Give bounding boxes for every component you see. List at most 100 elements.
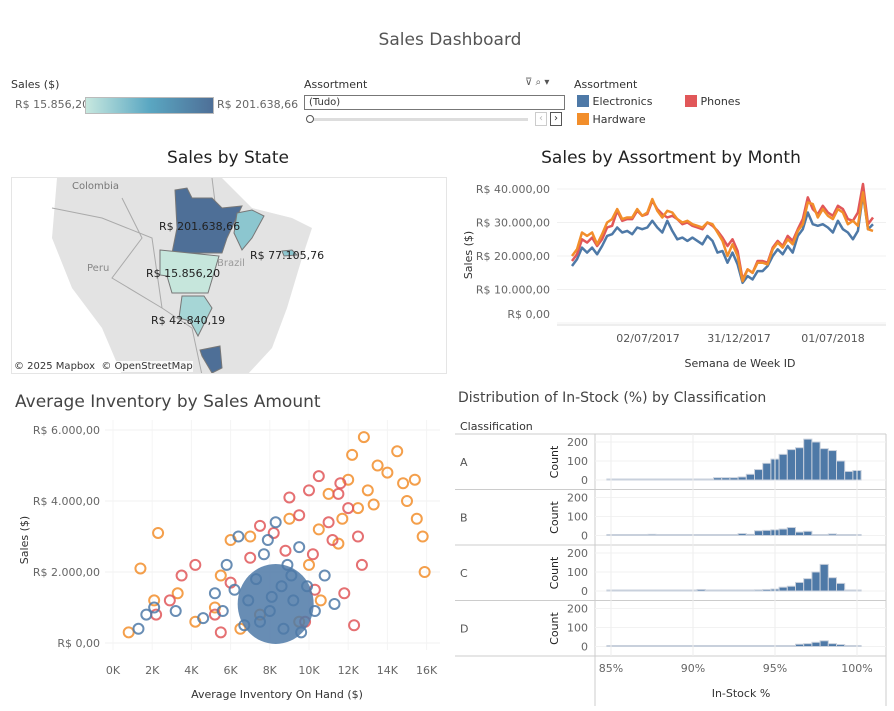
scatter-point-electronics bbox=[216, 605, 229, 618]
histogram-bar bbox=[819, 640, 829, 648]
scatter-point-electronics bbox=[328, 597, 341, 610]
histogram-bar bbox=[827, 577, 837, 592]
histogram-bar bbox=[713, 645, 723, 647]
filter-slider-handle[interactable] bbox=[306, 115, 314, 123]
next-button[interactable]: › bbox=[550, 112, 562, 126]
scatter-point-hardware bbox=[416, 530, 429, 543]
x-tick-label: 12K bbox=[338, 664, 360, 677]
legend-phones[interactable]: Phones bbox=[685, 95, 740, 108]
histogram-bar bbox=[704, 478, 715, 481]
y-tick-label: 200 bbox=[567, 492, 588, 505]
histogram-bar bbox=[803, 530, 813, 536]
histogram-bar bbox=[754, 469, 764, 481]
y-tick-label: 200 bbox=[567, 436, 588, 449]
x-axis-title: Semana de Week ID bbox=[684, 357, 795, 370]
scatter-point-hardware bbox=[410, 512, 423, 525]
filter-slider-track[interactable] bbox=[310, 118, 528, 121]
histogram-bar bbox=[737, 589, 747, 592]
histogram-bar bbox=[631, 534, 641, 536]
scatter-point-phones bbox=[244, 551, 257, 564]
scatter-point-phones bbox=[332, 487, 345, 500]
x-tick-label: 31/12/2017 bbox=[707, 332, 770, 345]
scatter-point-phones bbox=[306, 548, 319, 561]
map-label: R$ 15.856,20 bbox=[146, 267, 220, 280]
histogram-bar bbox=[639, 534, 649, 536]
y-tick-label: 200 bbox=[567, 547, 588, 560]
scatter-point-hardware bbox=[336, 512, 349, 525]
facet-label: D bbox=[460, 623, 468, 636]
histogram-bar bbox=[745, 589, 755, 592]
histogram-bar bbox=[729, 645, 739, 647]
histogram-bar bbox=[745, 473, 755, 481]
histogram-bar bbox=[614, 478, 624, 481]
histogram-bar bbox=[844, 534, 854, 536]
y-tick-label: R$ 0,00 bbox=[57, 637, 100, 650]
histogram-bar bbox=[737, 533, 747, 536]
filter-icons: ⊽ ⌕ ▾ bbox=[525, 77, 549, 88]
histogram-bar bbox=[622, 645, 633, 647]
histogram-bar bbox=[729, 589, 739, 592]
x-tick-label: 10K bbox=[298, 664, 320, 677]
histogram-bar bbox=[754, 589, 764, 592]
scatter-point-electronics bbox=[257, 548, 270, 561]
scatter-point-phones bbox=[279, 544, 292, 557]
scatter-point-phones bbox=[214, 626, 227, 639]
map-title: Sales by State bbox=[167, 148, 289, 168]
histogram-bar bbox=[663, 478, 674, 481]
x-tick-label: 02/07/2017 bbox=[616, 332, 679, 345]
funnel-icon[interactable]: ⊽ bbox=[525, 77, 533, 88]
scatter-point-phones bbox=[326, 534, 339, 547]
histogram-bar bbox=[647, 645, 657, 647]
scatter-point-phones bbox=[348, 619, 361, 632]
y-tick-label: R$ 30.000,00 bbox=[476, 217, 550, 230]
map-label: R$ 42.840,19 bbox=[151, 314, 225, 327]
histogram-bar bbox=[844, 470, 854, 481]
histogram-bar bbox=[655, 478, 665, 481]
scatter-point-hardware bbox=[314, 594, 327, 607]
search-icon[interactable]: ⌕ bbox=[535, 77, 542, 88]
classification-header: Classification bbox=[460, 420, 533, 433]
legend-hardware[interactable]: Hardware bbox=[577, 113, 646, 126]
line-chart[interactable]: R$ 0,00 R$ 10.000,00 R$ 20.000,00 R$ 30.000… bbox=[450, 170, 894, 380]
histogram-bar bbox=[811, 441, 821, 481]
scatter-point-hardware bbox=[381, 466, 394, 479]
histogram-bar bbox=[721, 645, 731, 647]
scatter-point-electronics bbox=[269, 516, 282, 529]
color-legend-min: R$ 15.856,20 bbox=[15, 98, 90, 111]
scatter-point-phones bbox=[334, 477, 347, 490]
histogram-bar bbox=[827, 643, 837, 647]
y-tick-label: R$ 20.000,00 bbox=[476, 250, 550, 263]
place-label-colombia: Colombia bbox=[72, 181, 119, 192]
scatter-point-phones bbox=[254, 519, 266, 532]
histogram-bar bbox=[827, 450, 837, 481]
dropdown-arrow-icon[interactable]: ▾ bbox=[544, 77, 550, 88]
series-line-hardware bbox=[570, 191, 874, 283]
prev-button[interactable]: ‹ bbox=[535, 112, 547, 126]
histogram-chart[interactable]: Classification A Count 0 100 200 B Count 0 100 200… bbox=[450, 410, 894, 710]
map-view[interactable]: Colombia Peru Brazil R$ 201.638,66 R$ 77… bbox=[11, 177, 447, 374]
scatter-point-phones bbox=[312, 470, 325, 483]
map-attribution[interactable]: © 2025 Mapbox © OpenStreetMap bbox=[14, 361, 193, 372]
histogram-bar bbox=[778, 645, 788, 647]
legend-electronics[interactable]: Electronics bbox=[577, 95, 652, 108]
scatter-chart[interactable]: R$ 0,00 R$ 2.000,00 R$ 4.000,00 R$ 6.000,00… bbox=[0, 415, 450, 711]
filter-dropdown[interactable]: (Tudo) bbox=[304, 95, 565, 110]
histogram-bar bbox=[786, 449, 796, 481]
legend-text: Electronics bbox=[592, 95, 653, 108]
histogram-bar bbox=[655, 645, 665, 647]
histogram-bar bbox=[696, 645, 706, 647]
histogram-bar bbox=[721, 534, 731, 536]
histogram-bar bbox=[762, 462, 772, 481]
filter-label: Assortment bbox=[304, 78, 368, 91]
x-tick-label: 16K bbox=[416, 664, 438, 677]
histogram-bar bbox=[721, 477, 731, 481]
scatter-cluster-electronics bbox=[237, 563, 314, 644]
legend-text: Hardware bbox=[592, 113, 646, 126]
line-chart-title: Sales by Assortment by Month bbox=[541, 148, 801, 168]
histogram-bar bbox=[803, 438, 813, 481]
histogram-bar bbox=[647, 533, 657, 537]
series-line-electronics bbox=[570, 192, 874, 285]
histogram-bar bbox=[811, 534, 821, 536]
y-tick-label: R$ 4.000,00 bbox=[33, 495, 100, 508]
place-label-brazil: Brazil bbox=[217, 258, 245, 269]
